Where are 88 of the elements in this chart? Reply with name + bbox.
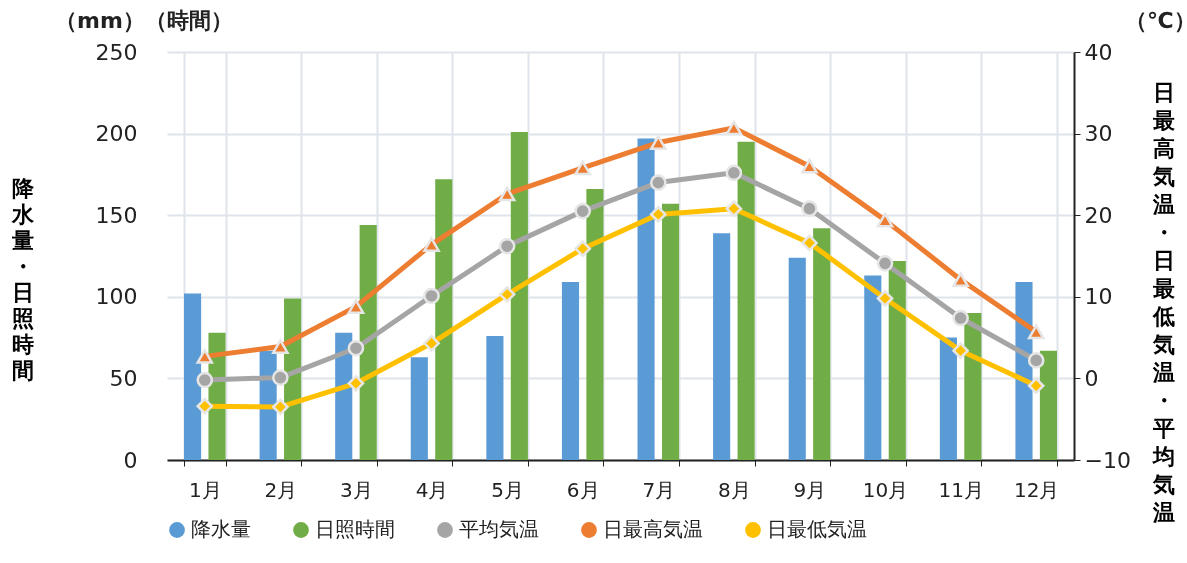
bar	[586, 189, 604, 460]
point	[423, 237, 440, 252]
x-tick-label: 4月	[415, 477, 449, 502]
y2-tick-label: 40	[1084, 39, 1113, 65]
bar	[864, 275, 882, 460]
y-tick-label: 150	[95, 202, 138, 228]
point	[347, 299, 365, 314]
point	[725, 120, 743, 136]
bar	[359, 224, 377, 460]
bar	[1039, 350, 1057, 460]
y2-tick-label: 20	[1084, 202, 1113, 228]
point	[725, 164, 743, 182]
bar	[184, 293, 202, 460]
bar	[713, 233, 731, 460]
point	[1027, 324, 1045, 340]
y-tick-label: 0	[123, 447, 138, 473]
bar	[939, 337, 957, 460]
point	[876, 255, 894, 272]
bar	[637, 138, 655, 460]
point	[649, 135, 667, 150]
point	[801, 234, 818, 252]
point	[952, 342, 969, 359]
y-tick-label: 50	[109, 365, 138, 391]
point	[423, 334, 440, 352]
point	[876, 290, 894, 307]
x-tick-label: 7月	[642, 477, 676, 502]
point	[649, 206, 667, 223]
point	[498, 186, 516, 202]
bar	[788, 257, 806, 460]
y2-tick-label: 30	[1084, 121, 1113, 147]
point	[196, 371, 214, 389]
legend-label: 降水量	[191, 517, 251, 541]
x-tick-label: 10月	[862, 477, 909, 502]
point	[574, 160, 592, 176]
point	[423, 287, 440, 305]
y-axis-title: 降水量・日照時間	[10, 175, 35, 383]
point	[272, 339, 289, 354]
x-tick-label: 3月	[340, 477, 373, 502]
bar	[888, 260, 906, 460]
x-tick-label: 9月	[793, 477, 827, 502]
bar	[486, 335, 504, 460]
point	[498, 286, 516, 303]
text: （mm）（時間）	[55, 7, 233, 35]
point	[952, 309, 969, 327]
bar	[813, 228, 831, 460]
bar	[510, 131, 528, 460]
text: （℃）	[1125, 7, 1187, 35]
point	[801, 200, 818, 217]
point	[272, 369, 289, 386]
bar	[435, 179, 453, 460]
legend-label: 日照時間	[315, 517, 395, 541]
bar	[737, 141, 755, 460]
x-tick-label: 8月	[718, 477, 751, 502]
point	[196, 397, 214, 415]
y2-tick-label: −10	[1084, 447, 1131, 473]
point	[649, 174, 667, 191]
bar	[410, 357, 428, 460]
point	[1027, 377, 1045, 395]
point	[498, 237, 516, 255]
x-tick-label: 6月	[566, 477, 600, 502]
x-tick-label: 11月	[938, 477, 984, 502]
x-tick-label: 2月	[264, 477, 298, 502]
y-tick-label: 100	[95, 284, 138, 310]
point	[196, 348, 214, 364]
legend-label: 日最低気温	[767, 517, 867, 541]
point	[725, 200, 743, 217]
text: 日最高気温・日最低気温・平均気温	[1152, 79, 1175, 525]
point	[876, 212, 894, 228]
point	[1027, 352, 1045, 369]
bar	[964, 313, 982, 460]
point	[347, 374, 365, 392]
point	[272, 398, 289, 416]
y2-tick-label: 10	[1084, 284, 1113, 310]
legend-label: 平均気温	[459, 517, 539, 541]
x-tick-label: 12月	[1013, 477, 1060, 502]
bar	[661, 203, 680, 460]
point	[952, 272, 969, 288]
x-tick-label: 1月	[188, 477, 222, 502]
x-tick-label: 5月	[491, 477, 524, 502]
point	[574, 240, 592, 257]
legend-label: 日最高気温	[603, 517, 703, 541]
point	[347, 339, 365, 357]
bar	[561, 282, 580, 460]
point	[574, 202, 592, 220]
y-tick-label: 250	[95, 39, 138, 65]
y-tick-label: 200	[95, 121, 138, 147]
point	[801, 158, 818, 174]
y2-tick-label: 0	[1084, 365, 1099, 391]
